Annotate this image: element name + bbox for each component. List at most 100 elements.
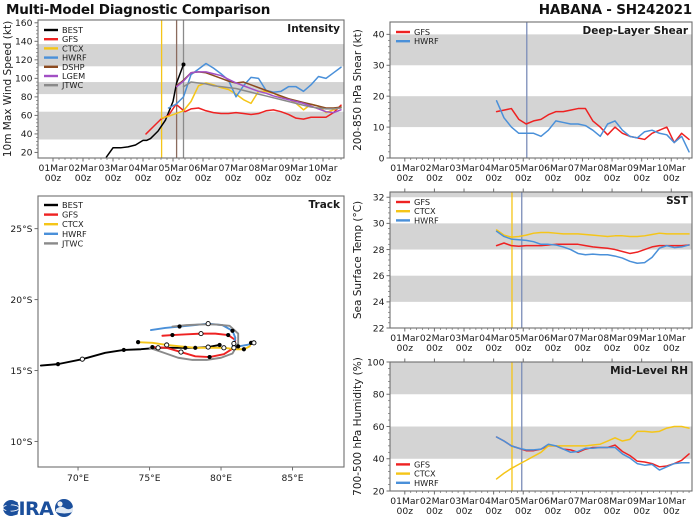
x-tick-label: 07Mar	[568, 496, 597, 507]
y-axis-label-rh: 700-500 hPa Humidity (%)	[352, 357, 364, 496]
x-tick-sublabel: 00z	[45, 173, 62, 184]
x-tick-label: 09Mar	[627, 333, 656, 344]
y-tick-label: 30	[373, 61, 385, 72]
y-tick-label: 40	[373, 454, 385, 465]
x-tick-label: 01Mar	[390, 496, 419, 507]
x-tick-sublabel: 00z	[574, 173, 591, 184]
x-tick-sublabel: 00z	[426, 506, 443, 517]
legend-label-gfs: GFS	[414, 459, 430, 469]
legend-label-ctcx: CTCX	[414, 206, 436, 216]
y-tick-label: 28	[373, 245, 385, 256]
series-line-hwrf	[495, 436, 690, 471]
x-tick-label: 07Mar	[218, 163, 247, 174]
series-line-gfs	[495, 436, 690, 468]
x-tick-label: 02Mar	[420, 163, 449, 174]
panel-title-track: Track	[309, 199, 341, 211]
x-tick-label: 05Mar	[158, 163, 187, 174]
x-tick-sublabel: 00z	[633, 173, 650, 184]
y-axis-label-intensity: 10m Max Wind Speed (kt)	[2, 21, 14, 157]
x-tick-label: 01Mar	[390, 163, 419, 174]
x-tick-label: 02Mar	[420, 333, 449, 344]
series-line-best	[105, 63, 185, 158]
x-tick-label: 09Mar	[627, 496, 656, 507]
legend-label-hwrf: HWRF	[414, 478, 439, 488]
legend-label-ctcx: CTCX	[414, 469, 436, 479]
x-tick-sublabel: 00z	[397, 343, 414, 354]
track-y-tick-label: 25°S	[10, 224, 32, 235]
x-tick-label: 10Mar	[657, 163, 686, 174]
x-tick-label: 10Mar	[657, 496, 686, 507]
y-tick-label: 60	[21, 111, 33, 122]
legend-label-ctcx: CTCX	[62, 43, 84, 53]
series-line-ctcx	[495, 229, 690, 238]
chart-panel-track: 10°S 15°S 20°S 25°S 70°E 75°E 80°E 85°E Track BES…	[0, 190, 350, 495]
x-tick-sublabel: 00z	[604, 506, 621, 517]
x-tick-label: 05Mar	[509, 333, 538, 344]
legend-label-hwrf: HWRF	[414, 36, 439, 46]
x-tick-label: 06Mar	[538, 333, 567, 344]
y-tick-label: 80	[21, 92, 33, 103]
x-tick-sublabel: 00z	[663, 506, 680, 517]
panel-title-shear: Deep-Layer Shear	[582, 25, 688, 37]
y-tick-label: 160	[15, 18, 33, 29]
page-title-right: HABANA - SH242021	[538, 2, 692, 18]
x-tick-sublabel: 00z	[604, 343, 621, 354]
x-tick-label: 08Mar	[598, 163, 627, 174]
track-y-tick-label: 10°S	[10, 437, 32, 448]
page-title-left: Multi-Model Diagnostic Comparison	[6, 2, 271, 18]
series-line-ctcx	[495, 425, 690, 480]
x-tick-sublabel: 00z	[165, 173, 182, 184]
x-tick-sublabel: 00z	[574, 506, 591, 517]
y-tick-label: 80	[373, 390, 385, 401]
y-tick-label: 40	[21, 129, 33, 140]
x-tick-sublabel: 00z	[426, 343, 443, 354]
x-tick-sublabel: 00z	[426, 173, 443, 184]
series-line-gfs	[495, 242, 690, 255]
chart-panel-sst: 22 24 26 28 30 32 01Mar 00z 02Mar 00z 03Mar 00z 04Ma…	[350, 186, 700, 358]
y-tick-label: 40	[373, 30, 385, 41]
x-tick-label: 03Mar	[450, 496, 479, 507]
series-line-gfs	[495, 107, 690, 144]
track-x-tick-label: 70°E	[67, 473, 89, 484]
panel-title-intensity: Intensity	[287, 23, 340, 35]
legend-label-best: BEST	[62, 25, 84, 35]
x-tick-sublabel: 00z	[456, 506, 473, 517]
x-tick-sublabel: 00z	[285, 173, 302, 184]
series-line-hwrf	[495, 100, 690, 153]
track-y-tick-label: 15°S	[10, 366, 32, 377]
x-tick-sublabel: 00z	[225, 173, 242, 184]
x-tick-sublabel: 00z	[515, 343, 532, 354]
legend-label-gfs: GFS	[62, 34, 78, 44]
chart-panel-shear: 0 10 20 30 40 01Mar 00z 02Mar 00z 03Mar 00z 04Mar 00…	[350, 16, 700, 190]
chart-panel-rh: 20 40 60 80 100 01Mar 00z 02Mar 00z 03Mar 00z 04Mar…	[350, 356, 700, 525]
x-tick-label: 03Mar	[98, 163, 127, 174]
x-tick-label: 09Mar	[627, 163, 656, 174]
legend-label-best: BEST	[62, 200, 84, 210]
x-tick-label: 06Mar	[188, 163, 217, 174]
x-tick-label: 01Mar	[38, 163, 67, 174]
x-tick-sublabel: 00z	[545, 506, 562, 517]
y-tick-label: 26	[373, 271, 385, 282]
track-y-tick-label: 20°S	[10, 295, 32, 306]
globe-icon	[3, 500, 19, 516]
y-tick-label: 100	[15, 74, 33, 85]
x-tick-sublabel: 00z	[315, 173, 332, 184]
x-tick-sublabel: 00z	[663, 173, 680, 184]
x-tick-sublabel: 00z	[135, 173, 152, 184]
x-tick-sublabel: 00z	[75, 173, 92, 184]
x-tick-label: 01Mar	[390, 333, 419, 344]
legend-label-ctcx: CTCX	[62, 219, 84, 229]
x-tick-label: 06Mar	[538, 496, 567, 507]
series-line-hwrf	[167, 62, 342, 109]
y-tick-label: 22	[373, 323, 385, 334]
x-tick-label: 08Mar	[598, 333, 627, 344]
y-tick-label: 30	[373, 219, 385, 230]
x-tick-sublabel: 00z	[456, 343, 473, 354]
x-tick-label: 10Mar	[308, 163, 337, 174]
track-x-tick-label: 75°E	[138, 473, 160, 484]
x-tick-sublabel: 00z	[456, 173, 473, 184]
legend-label-hwrf: HWRF	[62, 229, 87, 239]
x-tick-label: 05Mar	[509, 163, 538, 174]
x-tick-label: 09Mar	[278, 163, 307, 174]
track-x-tick-label: 80°E	[210, 473, 232, 484]
